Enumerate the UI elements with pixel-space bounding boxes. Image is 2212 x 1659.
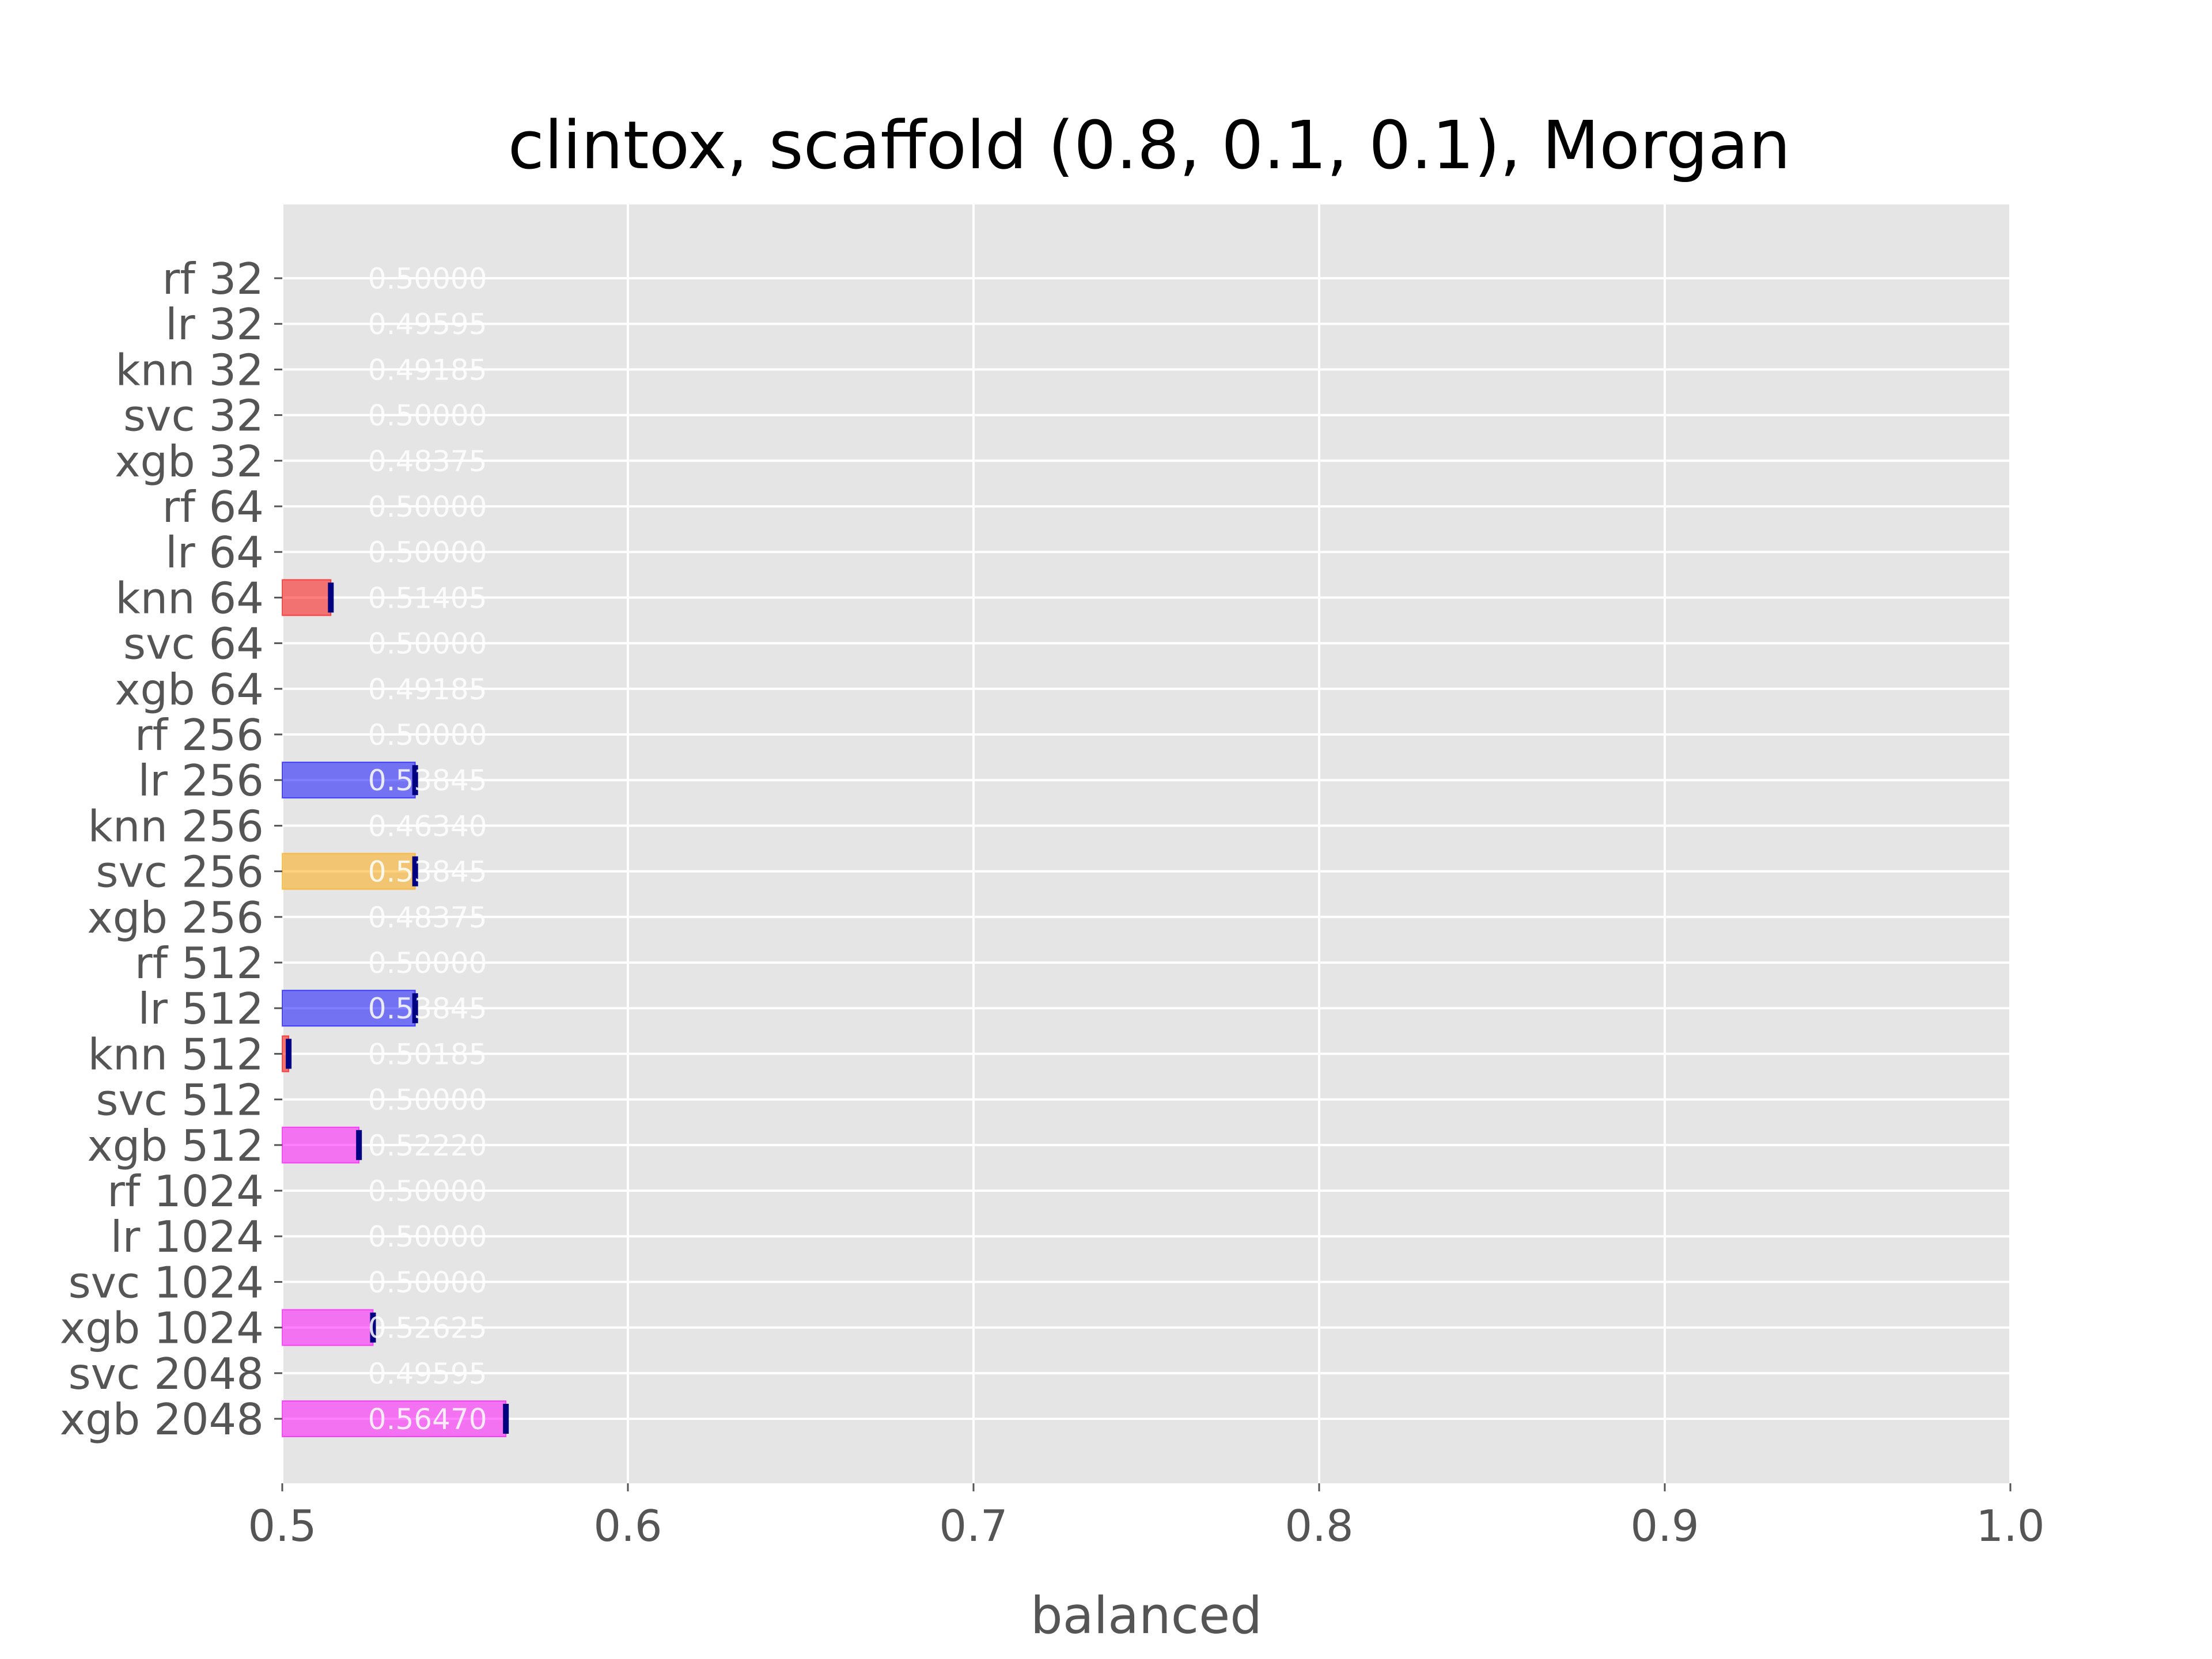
- bar: [282, 762, 416, 799]
- y-tick-label: lr 512: [138, 983, 264, 1034]
- y-tick-label: svc 2048: [69, 1349, 264, 1399]
- bar: [282, 1400, 507, 1437]
- y-tick-label: knn 32: [115, 344, 264, 395]
- y-tick-label: svc 512: [96, 1075, 264, 1126]
- bar: [282, 990, 416, 1027]
- value-label: 0.50000: [368, 1220, 487, 1253]
- value-label: 0.51405: [368, 581, 487, 615]
- y-tick-label: svc 64: [123, 619, 264, 669]
- bars: [282, 579, 509, 1437]
- y-tick-label: lr 32: [165, 299, 264, 350]
- bar: [282, 853, 416, 890]
- y-tick-label: xgb 1024: [60, 1303, 264, 1354]
- y-tick-label: lr 64: [165, 527, 264, 578]
- y-tick-label: svc 32: [123, 391, 264, 441]
- x-tick-label: 0.7: [939, 1501, 1007, 1551]
- value-label: 0.52625: [368, 1312, 487, 1345]
- value-label: 0.49185: [368, 673, 487, 706]
- y-tick-label: rf 512: [135, 938, 264, 988]
- y-tick-label: xgb 512: [87, 1120, 264, 1171]
- value-label: 0.50000: [368, 946, 487, 980]
- y-tick-label: xgb 64: [115, 664, 264, 715]
- value-label: 0.46340: [368, 809, 487, 843]
- y-tick-label: knn 64: [115, 573, 264, 623]
- value-label: 0.50000: [368, 490, 487, 524]
- x-tick-label: 0.9: [1630, 1501, 1699, 1551]
- y-tick-label: rf 1024: [107, 1166, 264, 1217]
- y-tick-label: lr 1024: [111, 1211, 264, 1262]
- plot-area: [282, 204, 2010, 1483]
- x-axis: 0.5 0.6 0.7 0.8 0.9 1.0: [248, 1483, 2045, 1551]
- bar: [282, 579, 332, 616]
- x-tick-label: 0.6: [593, 1501, 662, 1551]
- y-tick-label: xgb 32: [115, 436, 264, 487]
- y-tick-label: lr 256: [138, 755, 264, 806]
- x-tick-label: 0.8: [1285, 1501, 1353, 1551]
- x-tick-label: 0.5: [248, 1501, 316, 1551]
- value-label: 0.50185: [368, 1037, 487, 1071]
- value-label: 0.53845: [368, 855, 487, 889]
- x-tick-label: 1.0: [1976, 1501, 2044, 1551]
- value-label: 0.53845: [368, 992, 487, 1025]
- value-label: 0.52220: [368, 1129, 487, 1162]
- value-labels: 0.50000 0.49595 0.49185 0.50000 0.48375 0.500…: [368, 262, 487, 1436]
- x-gridlines: [281, 204, 2012, 1483]
- y-tick-label: knn 256: [88, 801, 264, 851]
- bar: [282, 1126, 360, 1164]
- bar: [282, 1309, 374, 1346]
- value-label: 0.49185: [368, 353, 487, 387]
- value-label: 0.50000: [368, 627, 487, 661]
- y-tick-label: xgb 256: [87, 892, 264, 943]
- y-tick-label: svc 256: [96, 847, 264, 897]
- value-label: 0.50000: [368, 718, 487, 752]
- value-label: 0.50000: [368, 399, 487, 433]
- value-label: 0.48375: [368, 901, 487, 934]
- value-label: 0.50000: [368, 1084, 487, 1117]
- value-label: 0.50000: [368, 262, 487, 296]
- value-label: 0.49595: [368, 1357, 487, 1391]
- y-gridlines: [282, 277, 2010, 1420]
- value-label: 0.50000: [368, 536, 487, 569]
- value-label: 0.53845: [368, 764, 487, 797]
- y-tick-label: xgb 2048: [60, 1394, 264, 1445]
- x-axis-label: balanced: [1031, 1586, 1262, 1645]
- y-tick-label: knn 512: [88, 1029, 264, 1080]
- chart-title: clintox, scaffold (0.8, 0.1, 0.1), Morga…: [508, 107, 1791, 184]
- y-tick-label: rf 256: [135, 710, 264, 760]
- y-tick-label: rf 32: [162, 253, 264, 304]
- value-label: 0.56470: [368, 1403, 487, 1436]
- y-tick-label: rf 64: [162, 482, 264, 532]
- y-tick-label: svc 1024: [69, 1257, 264, 1308]
- value-label: 0.48375: [368, 445, 487, 478]
- value-label: 0.49595: [368, 308, 487, 341]
- value-label: 0.50000: [368, 1175, 487, 1208]
- value-label: 0.50000: [368, 1266, 487, 1299]
